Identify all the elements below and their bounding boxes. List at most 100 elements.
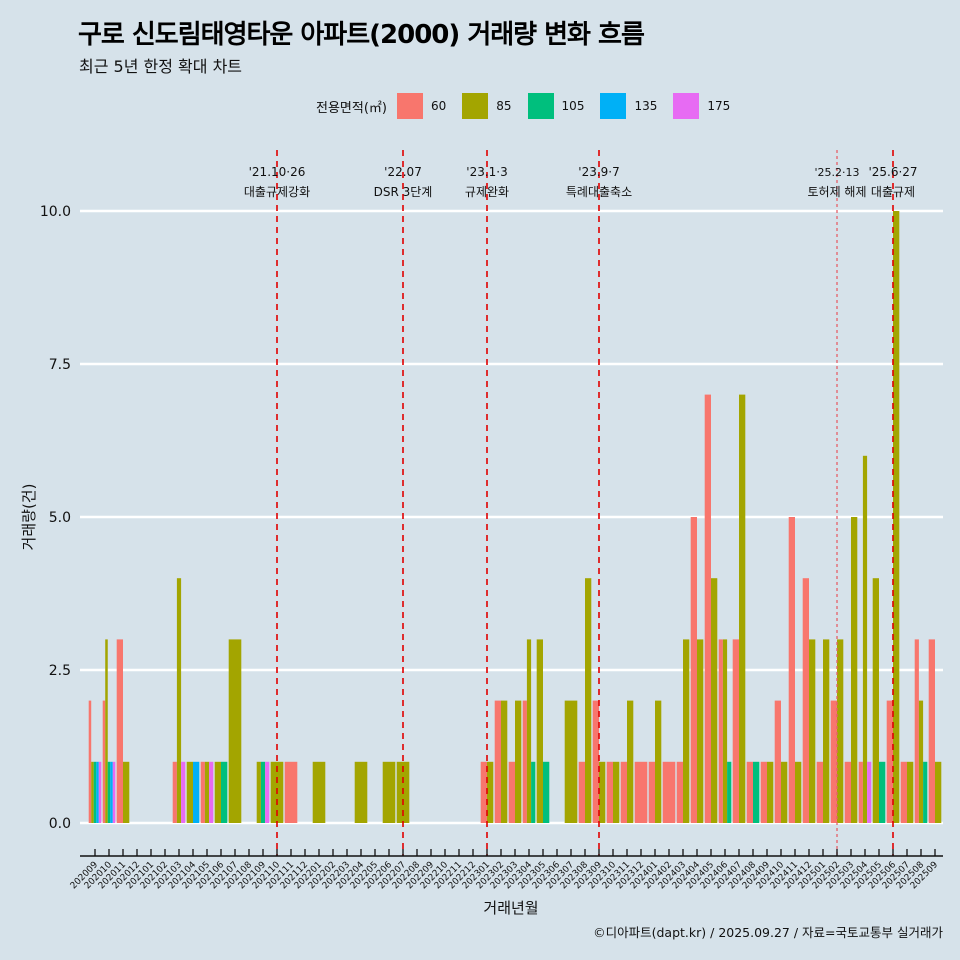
bar-85-202310 [613,761,620,823]
bar-85-202409 [767,761,774,823]
bar-60-202310 [606,761,613,823]
legend-item-175: 175 [673,93,736,119]
bar-85-202411 [795,761,802,823]
bar-85-202311 [627,700,634,823]
bar-85-202201 [312,761,326,823]
bar-60-202309 [592,700,599,823]
annotation-label: 대출규제 [871,185,915,199]
bar-105-202505 [879,761,886,823]
bar-60-202509 [928,639,935,823]
bar-60-202407 [732,639,739,823]
bar-105-202408 [753,761,760,823]
annotation-label: DSR 3단계 [374,185,433,199]
legend-title: 전용면적(㎡) [316,100,387,116]
legend: 전용면적(㎡) 60 85 105 135 175 [316,93,746,119]
bar-60-202408 [746,761,753,823]
bar-175-202009 [98,761,102,823]
bar-85-202109 [256,761,261,823]
bar-105-202508 [923,761,928,823]
legend-item-60: 60 [396,93,452,119]
bar-60-202402 [662,761,676,823]
bar-85-202104 [186,761,193,823]
bar-85-202302 [501,700,508,823]
bar-60-202103 [172,761,177,823]
legend-swatch-60 [396,93,423,119]
bar-60-202405 [704,394,711,823]
bar-105-202406 [727,761,732,823]
annotation-date: '23.1·3 [466,165,507,179]
bar-105-202106 [221,761,228,823]
legend-label-105: 105 [561,99,585,113]
chart-subtitle: 최근 5년 한정 확대 차트 [79,57,243,76]
bar-85-202501 [823,639,830,823]
bar-105-202305 [543,761,550,823]
chart-title: 구로 신도림태영타운 아파트(2000) 거래량 변화 흐름 [78,20,645,50]
bar-60-202111 [284,761,298,823]
legend-swatch-85 [462,93,489,119]
bar-85-202505 [872,578,879,823]
bar-60-202503 [844,761,851,823]
y-tick-label: 10.0 [40,204,71,220]
bar-60-202502 [830,700,837,823]
bar-175-202105 [209,761,214,823]
annotation-date: '22.07 [384,165,422,179]
bar-85-202105 [204,761,210,823]
bar-60-202105 [200,761,205,823]
bar-85-202308 [585,578,592,823]
annotation-label: 규제완화 [465,185,509,199]
legend-swatch-175 [673,93,700,119]
bar-85-202403 [683,639,690,823]
bar-105-202109 [260,761,266,823]
bar-60-202504 [858,761,863,823]
annotation-label: 특례대출축소 [566,185,632,199]
bar-85-202204 [354,761,368,823]
bar-60-202009 [88,700,92,823]
bar-85-202407 [739,394,746,823]
bar-85-202502 [837,639,844,823]
bar-85-202406 [722,639,728,823]
bar-175-202504 [867,761,872,823]
y-tick-label: 5.0 [49,510,71,526]
bar-85-202404 [697,639,704,823]
annotation-date: '25.2·13 [814,166,859,179]
bar-60-202308 [578,761,585,823]
bar-85-202011 [123,761,130,823]
footer-credit: ©디아파트(dapt.kr) / 2025.09.27 / 자료=국토교통부 실… [593,925,943,940]
bar-60-202412 [802,578,809,823]
bar-60-202312 [634,761,648,823]
bar-85-202206 [382,761,396,823]
bar-85-202508 [918,700,924,823]
bar-60-202501 [816,761,823,823]
bar-85-202504 [862,455,868,823]
bar-60-202508 [914,639,919,823]
y-tick-label: 2.5 [49,663,71,679]
y-tick-label: 7.5 [49,357,71,373]
bar-60-202304 [522,700,527,823]
bar-60-202403 [676,761,683,823]
bar-60-202411 [788,517,795,823]
bars [88,211,942,823]
annotation-date: '21.10·26 [249,165,306,179]
legend-swatch-135 [600,93,627,119]
legend-swatch-105 [527,93,554,119]
bar-85-202010 [105,639,108,823]
bar-175-202109 [265,761,270,823]
bar-85-202410 [781,761,788,823]
bar-60-202301 [480,761,487,823]
bar-60-202409 [760,761,767,823]
bar-60-202406 [718,639,723,823]
legend-item-85: 85 [462,93,517,119]
bar-60-202507 [900,761,907,823]
bar-60-202410 [774,700,781,823]
bar-85-202106 [214,761,221,823]
bar-85-202507 [907,761,914,823]
bar-85-202405 [711,578,718,823]
bar-85-202303 [515,700,522,823]
bar-60-202010 [102,700,106,823]
y-tick-label: 0.0 [49,816,71,832]
bar-105-202304 [531,761,536,823]
legend-label-175: 175 [707,99,731,113]
bar-85-202506 [893,211,900,823]
bar-85-202412 [809,639,816,823]
